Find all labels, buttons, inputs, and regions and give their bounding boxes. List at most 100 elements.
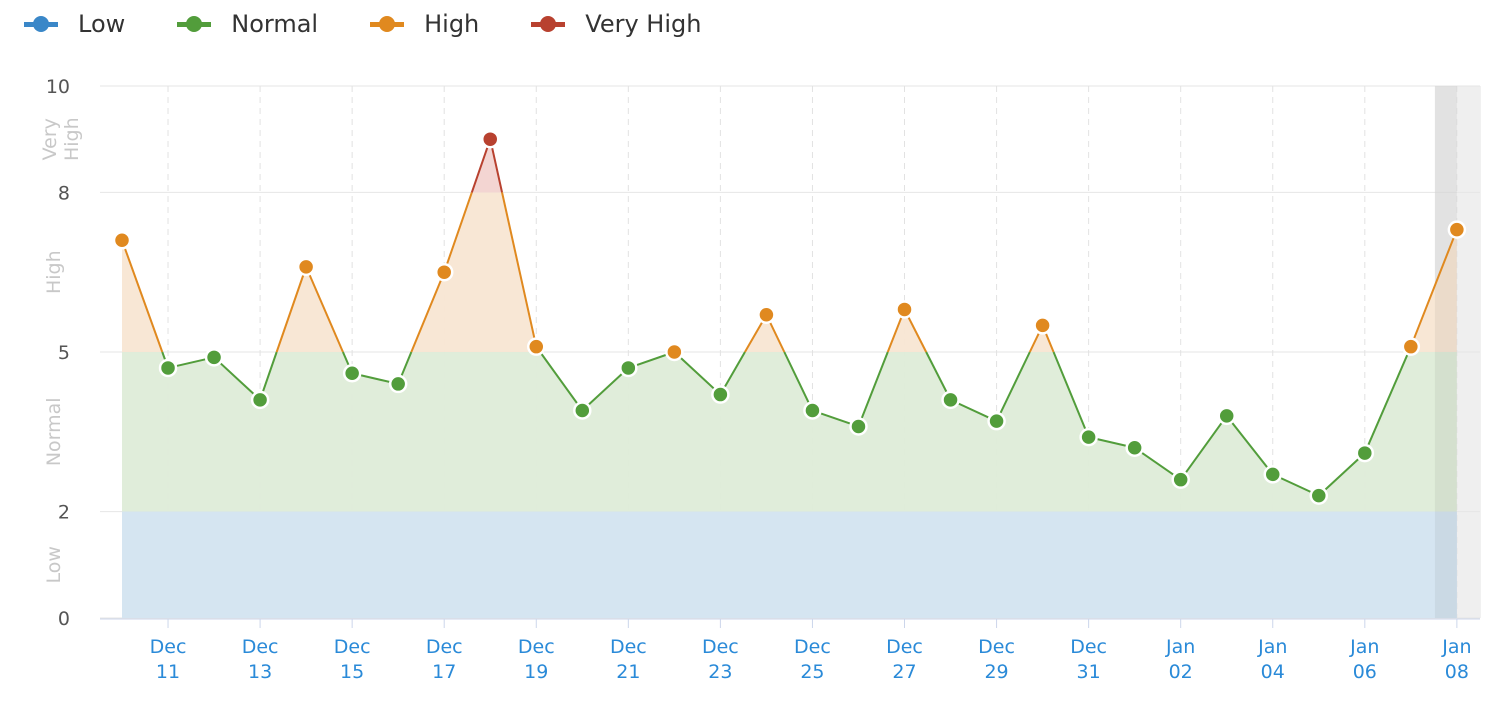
data-point-dec-13 [250,390,270,410]
data-point-dec-29 [987,411,1006,431]
data-point-dec-12 [204,348,224,367]
data-point-dec-14 [296,257,316,277]
data-point-jan-03 [1217,406,1236,426]
x-tick-label[interactable]: Jan 04 [1257,636,1287,683]
data-point-jan-08 [1447,220,1467,239]
x-tick-label[interactable]: Jan 06 [1349,636,1379,683]
band-label-word: High [61,117,83,161]
x-tick-month: Jan [1257,636,1287,658]
x-tick-month: Dec [886,636,923,658]
x-tick-month: Dec [242,636,279,658]
band-label-very-high: VeryHigh [39,117,83,161]
legend-marker-icon [24,16,58,32]
data-point-dec-11 [158,358,178,378]
x-tick-label[interactable]: Dec 19 [518,636,555,683]
x-tick-month: Dec [334,636,371,658]
x-tick-day: 23 [708,661,732,683]
band-label-word: Very [39,118,61,160]
x-tick-label[interactable]: Dec 11 [150,636,187,683]
series-line-segment [857,351,889,427]
data-point-dec-22 [665,342,684,362]
band-area-normal [122,352,1457,512]
x-tick-label[interactable]: Jan 08 [1441,636,1471,683]
x-tick-day: 11 [156,661,180,683]
x-tick-month: Dec [702,636,739,658]
x-tick-day: 08 [1445,661,1469,683]
x-tick-day: 19 [524,661,548,683]
data-point-dec-25 [803,401,822,420]
band-area-high [122,192,1457,352]
band-label-high: High [43,250,65,294]
legend-marker-icon [177,16,212,32]
legend-label: Low [78,10,126,38]
x-tick-month: Dec [1070,636,1107,658]
data-point-jan-04 [1263,465,1282,484]
legend-item-high[interactable]: High [370,10,479,38]
highlight-overlay [1434,86,1457,618]
x-tick-month: Jan [1441,636,1471,658]
x-tick-day: 06 [1353,661,1377,683]
data-point-dec-30 [1033,316,1052,335]
series-line-segment [1363,351,1410,454]
series-line-segment [121,239,164,353]
data-point-jan-02 [1171,470,1190,489]
legend-item-very-high[interactable]: Very High [531,10,701,38]
x-tick-day: 21 [616,661,640,683]
x-tick-label[interactable]: Dec 29 [978,636,1015,683]
series-line-segment [783,351,814,411]
x-tick-label[interactable]: Dec 13 [242,636,279,683]
legend-item-normal[interactable]: Normal [177,10,318,38]
x-tick-day: 29 [984,661,1008,683]
data-point-dec-24 [757,305,776,325]
data-point-dec-19 [527,337,546,356]
x-tick-label[interactable]: Dec 17 [426,636,463,683]
y-tick-label: 2 [58,502,70,524]
series-line-segment [539,351,584,412]
x-tick-label[interactable]: Dec 31 [1070,636,1107,683]
series-line-segment [995,351,1031,422]
x-tick-day: 27 [892,661,916,683]
data-point-dec-17 [434,262,454,282]
x-tick-month: Dec [150,636,187,658]
x-tick-month: Dec [978,636,1015,658]
x-tick-label[interactable]: Dec 21 [610,636,647,683]
series-line-segment [305,266,344,353]
data-point-dec-16 [388,374,408,394]
series-line-segment [581,367,630,412]
x-tick-month: Dec [518,636,555,658]
x-tick-month: Dec [610,636,647,658]
y-tick-label: 5 [58,342,70,364]
x-tick-label[interactable]: Jan 02 [1165,636,1195,683]
legend: Low Normal High Very High [24,10,753,38]
data-point-jan-05 [1309,486,1329,505]
x-tick-day: 02 [1169,661,1193,683]
legend-label: Very High [585,10,702,38]
x-tick-day: 15 [340,661,364,683]
data-point-jan-06 [1355,443,1375,463]
x-tick-label[interactable]: Dec 27 [886,636,923,683]
legend-label: Normal [231,10,319,38]
legend-label: High [424,10,480,38]
x-tick-label[interactable]: Dec 15 [334,636,371,683]
series-line-segment [443,192,473,273]
series-line-segment [1318,452,1366,497]
legend-item-low[interactable]: Low [24,10,125,38]
data-point-dec-28 [941,390,960,410]
x-tick-day: 17 [432,661,456,683]
y-tick-label: 8 [58,182,70,204]
series-line-segment [213,356,261,401]
band-label-normal: Normal [43,397,65,466]
legend-marker-icon [370,16,405,32]
series-line-segment [275,266,308,353]
x-tick-day: 25 [800,661,824,683]
band-label-low: Low [43,546,65,583]
series-line-segment [1134,446,1182,481]
x-tick-label[interactable]: Dec 25 [794,636,831,683]
band-area-very-high [122,139,1457,193]
data-point-dec-26 [849,417,868,436]
y-tick-label: 10 [46,76,70,98]
x-tick-label[interactable]: Dec 23 [702,636,739,683]
series-line-segment [673,351,722,396]
